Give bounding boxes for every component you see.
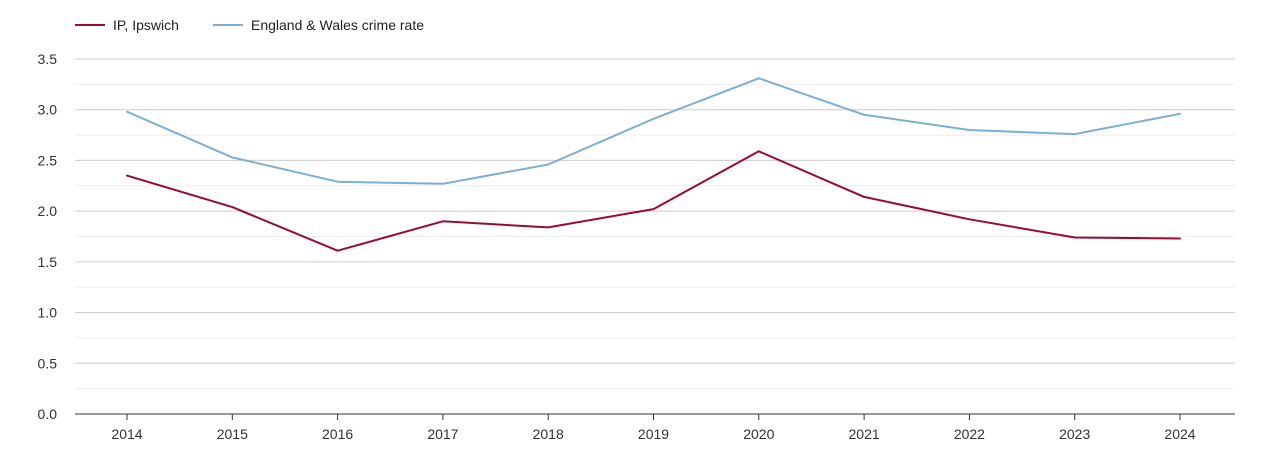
x-tick-label: 2019 xyxy=(638,426,669,442)
series-line-england-wales[interactable] xyxy=(126,77,1181,185)
x-tick-label: 2020 xyxy=(743,426,774,442)
legend-label-england-wales: England & Wales crime rate xyxy=(251,17,424,33)
legend-item-ipswich[interactable]: IP, Ipswich xyxy=(75,17,179,33)
data-point-england-wales-2016[interactable] xyxy=(332,176,344,188)
data-point-england-wales-2021[interactable] xyxy=(858,109,870,121)
y-tick-label: 0.5 xyxy=(38,355,58,371)
data-point-ipswich-2024[interactable] xyxy=(1174,233,1186,245)
x-tick-label: 2024 xyxy=(1164,426,1195,442)
data-point-england-wales-2014[interactable] xyxy=(121,106,133,118)
data-point-ipswich-2023[interactable] xyxy=(1069,232,1081,244)
y-tick-label: 1.0 xyxy=(38,305,58,321)
y-tick-label: 2.0 xyxy=(38,203,58,219)
data-point-ipswich-2017[interactable] xyxy=(437,215,449,227)
x-tick-label: 2015 xyxy=(217,426,248,442)
data-point-ipswich-2015[interactable] xyxy=(226,201,238,213)
legend-label-ipswich: IP, Ipswich xyxy=(113,17,179,33)
data-point-england-wales-2015[interactable] xyxy=(226,151,238,163)
data-point-ipswich-2019[interactable] xyxy=(648,203,660,215)
data-point-ipswich-2014[interactable] xyxy=(121,170,133,182)
chart-legend: IP, Ipswich England & Wales crime rate xyxy=(75,17,424,33)
x-tick-label: 2018 xyxy=(533,426,564,442)
data-point-england-wales-2020[interactable] xyxy=(753,72,765,84)
x-tick-label: 2017 xyxy=(427,426,458,442)
y-axis: 0.0 0.5 1.0 1.5 2.0 2.5 3.0 3.5 xyxy=(38,51,58,422)
grid-lines xyxy=(75,58,1235,390)
x-tick-label: 2021 xyxy=(849,426,880,442)
x-tick-label: 2016 xyxy=(322,426,353,442)
x-axis: 2014 2015 2016 2017 2018 2019 2020 2021 2022 2023… xyxy=(75,413,1235,442)
data-point-england-wales-2017[interactable] xyxy=(437,178,449,190)
data-point-england-wales-2019[interactable] xyxy=(648,113,660,125)
data-point-england-wales-2022[interactable] xyxy=(963,124,975,136)
y-tick-label: 0.0 xyxy=(38,406,58,422)
data-point-england-wales-2018[interactable] xyxy=(542,158,554,170)
data-point-england-wales-2024[interactable] xyxy=(1174,108,1186,120)
x-tick-label: 2023 xyxy=(1059,426,1090,442)
y-tick-label: 3.0 xyxy=(38,102,58,118)
y-tick-label: 2.5 xyxy=(38,152,58,168)
legend-item-england-wales[interactable]: England & Wales crime rate xyxy=(213,17,424,33)
y-tick-label: 1.5 xyxy=(38,254,58,270)
x-tick-label: 2014 xyxy=(111,426,142,442)
series-layer xyxy=(121,72,1186,257)
data-point-england-wales-2023[interactable] xyxy=(1069,128,1081,140)
y-tick-label: 3.5 xyxy=(38,51,58,67)
series-line-ipswich[interactable] xyxy=(126,150,1181,252)
data-point-ipswich-2020[interactable] xyxy=(753,145,765,157)
data-point-ipswich-2021[interactable] xyxy=(858,191,870,203)
data-point-ipswich-2018[interactable] xyxy=(542,221,554,233)
data-point-ipswich-2022[interactable] xyxy=(963,213,975,225)
x-tick-label: 2022 xyxy=(954,426,985,442)
data-point-ipswich-2016[interactable] xyxy=(332,245,344,257)
